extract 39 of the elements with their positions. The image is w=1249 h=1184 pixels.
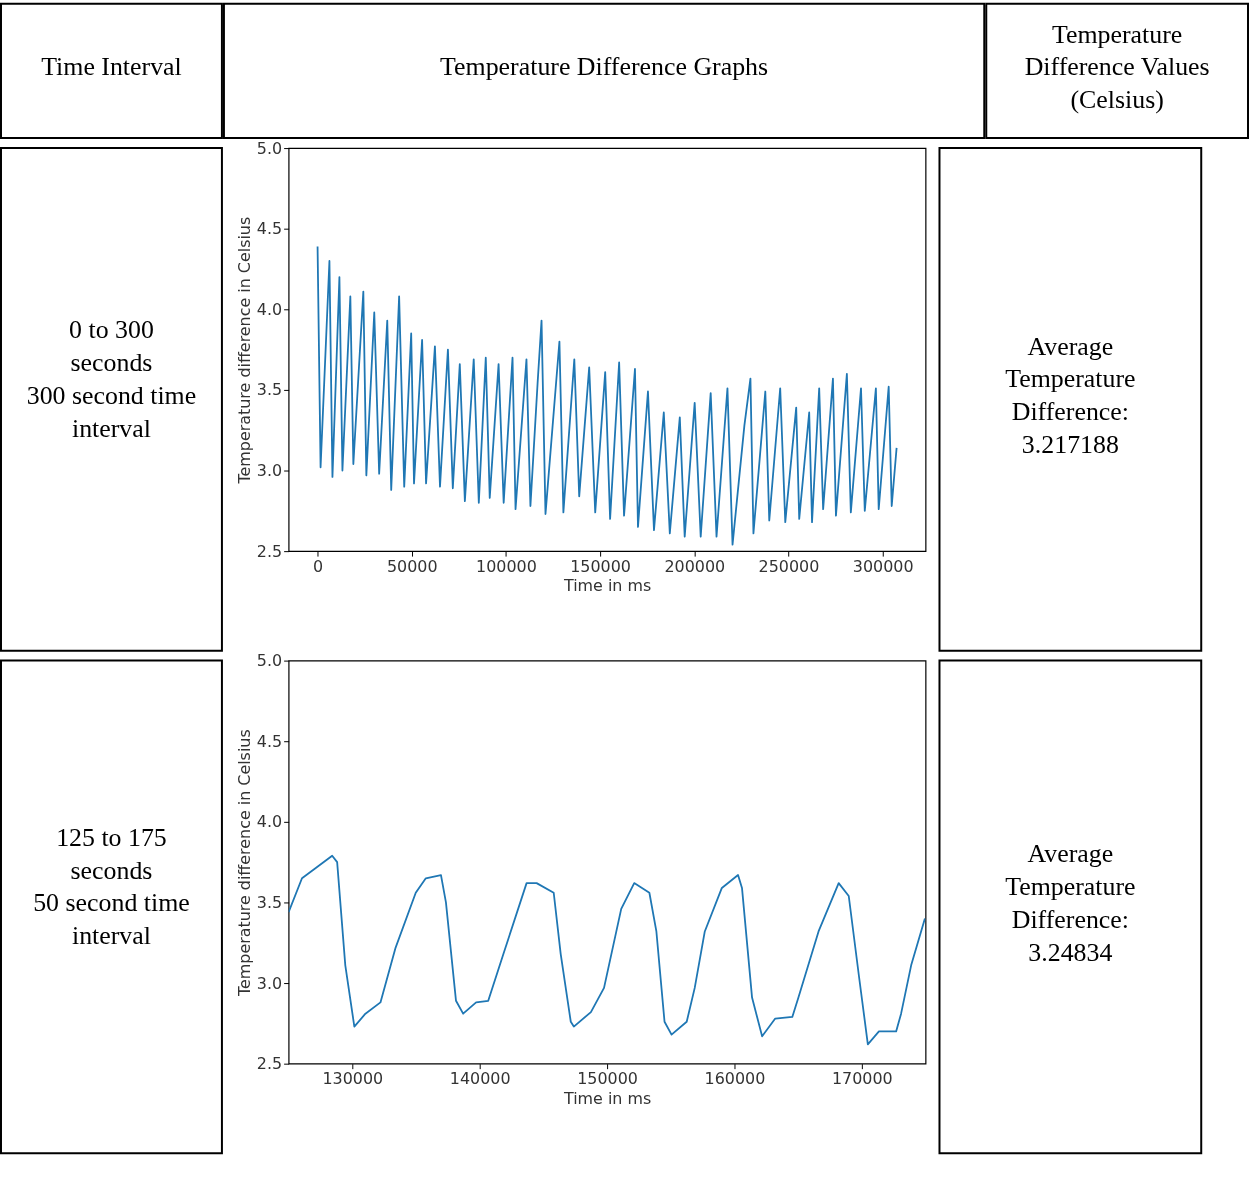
text: Average Temperature Difference: 3.217188	[1005, 331, 1136, 460]
x-tick-label: 200000	[664, 556, 726, 576]
text: Temperature Difference Values (Celsius)	[1024, 19, 1210, 115]
y-tick-label: 3.0	[256, 973, 283, 993]
x-axis-title: Time in ms	[562, 576, 652, 596]
x-tick-label: 100000	[476, 556, 537, 576]
x-tick-label: 250000	[758, 556, 820, 576]
y-tick-label: 2.5	[256, 541, 283, 561]
y-tick-label: 4.0	[256, 812, 283, 832]
y-tick-label: 2.5	[256, 1054, 283, 1074]
x-tick-label: 300000	[852, 556, 914, 576]
x-tick-label: 130000	[322, 1069, 384, 1089]
text: Average Temperature Difference: 3.24834	[1005, 839, 1136, 967]
y-tick-label: 3.5	[256, 892, 283, 912]
y-tick-label: 3.0	[256, 460, 283, 480]
line-series	[288, 854, 926, 1046]
y-axis-title: Temperature difference in Celsius	[234, 729, 254, 997]
text: Temperature Difference Graphs	[440, 52, 769, 82]
y-tick-label: 4.5	[256, 731, 283, 751]
y-tick-label: 3.5	[256, 380, 283, 400]
x-tick-label: 0	[313, 556, 324, 576]
text: 50 second time interval	[33, 888, 190, 951]
x-axis-title: Time in ms	[562, 1088, 652, 1108]
line-series	[316, 245, 898, 546]
y-axis-title: Temperature difference in Celsius	[234, 216, 254, 485]
x-tick-label: 150000	[570, 556, 631, 576]
x-tick-label: 140000	[449, 1069, 511, 1089]
x-tick-label: 170000	[831, 1069, 893, 1089]
text: 125 to 175 seconds	[56, 822, 167, 885]
text: 300 second time interval	[26, 380, 197, 443]
text: 0 to 300 seconds	[69, 315, 154, 377]
y-tick-label: 4.0	[256, 299, 283, 319]
y-tick-label: 5.0	[256, 651, 283, 671]
x-tick-label: 160000	[704, 1069, 766, 1089]
y-tick-label: 5.0	[256, 138, 283, 158]
text: Time Interval	[41, 52, 182, 82]
x-tick-label: 50000	[386, 556, 438, 576]
x-tick-label: 150000	[577, 1069, 638, 1089]
y-tick-label: 4.5	[256, 219, 283, 239]
